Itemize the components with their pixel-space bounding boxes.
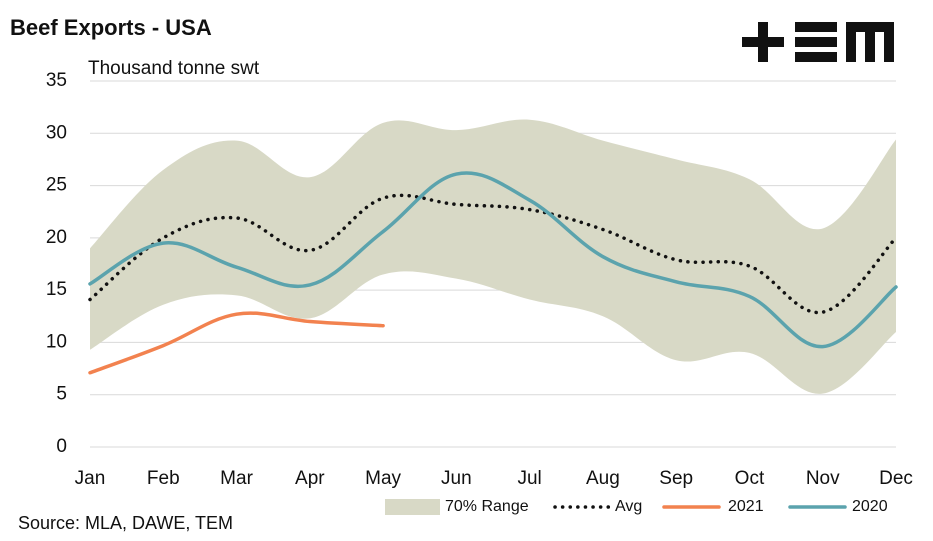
legend-label: Avg: [615, 498, 642, 515]
x-tick-label: Nov: [806, 468, 840, 489]
y-tick-label: 10: [46, 331, 67, 352]
subtitle: Thousand tonne swt: [88, 58, 260, 79]
x-tick-label: Apr: [295, 468, 325, 489]
x-tick-label: May: [365, 468, 401, 489]
legend-label: 2020: [852, 498, 888, 515]
y-tick-label: 25: [46, 175, 67, 196]
x-tick-label: Dec: [879, 468, 913, 489]
x-tick-label: Feb: [147, 468, 180, 489]
chart-title: Beef Exports - USA: [10, 15, 212, 40]
logo: [742, 22, 894, 62]
y-tick-label: 5: [56, 384, 67, 405]
x-tick-label: Oct: [735, 468, 765, 489]
x-tick-label: Sep: [659, 468, 693, 489]
x-tick-label: Jan: [75, 468, 106, 489]
x-tick-label: Jul: [517, 468, 541, 489]
x-tick-label: Jun: [441, 468, 472, 489]
y-tick-label: 0: [56, 436, 67, 457]
series-line: [88, 311, 385, 375]
y-tick-label: 20: [46, 227, 67, 248]
y-tick-label: 15: [46, 279, 67, 300]
y-tick-label: 35: [46, 70, 67, 91]
x-tick-label: Aug: [586, 468, 620, 489]
range-band: [90, 119, 896, 394]
y-tick-label: 30: [46, 122, 67, 143]
x-tick-label: Mar: [220, 468, 253, 489]
legend-swatch: [385, 499, 440, 515]
legend-label: 70% Range: [445, 498, 529, 515]
series-line: [88, 193, 898, 315]
series-line: [88, 171, 898, 349]
source: Source: MLA, DAWE, TEM: [18, 513, 233, 533]
legend-label: 2021: [728, 498, 764, 515]
